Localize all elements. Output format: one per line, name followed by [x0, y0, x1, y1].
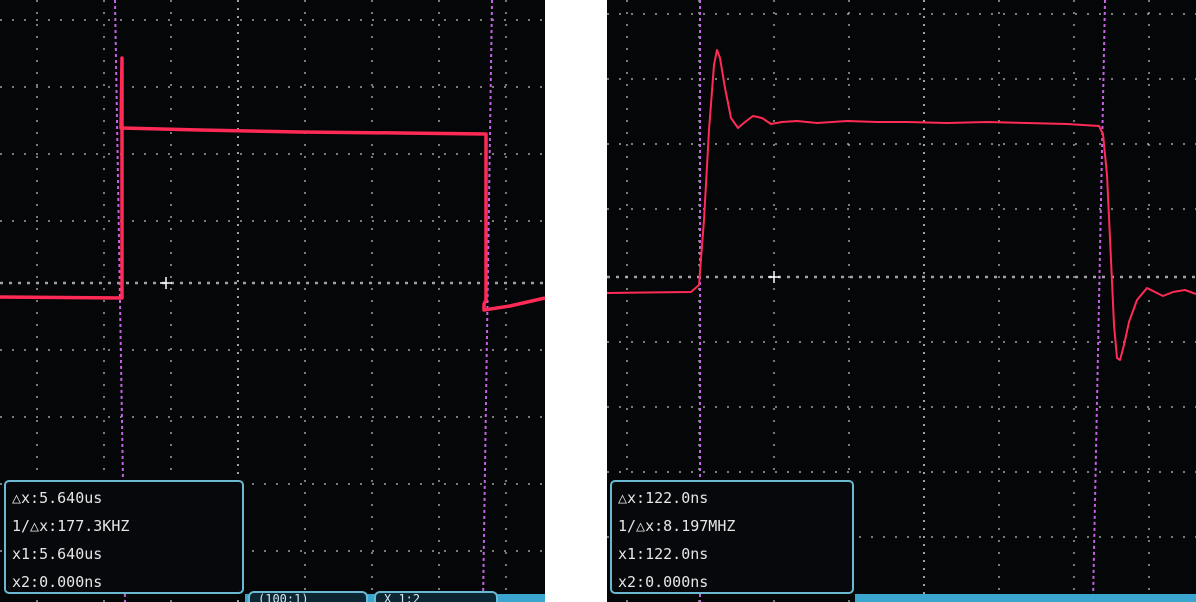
cursor-readout-panel-right: △x:122.0ns 1/△x:8.197MHZ x1:122.0ns x2:0… [610, 480, 854, 594]
x1-readout: x1:5.640us [12, 545, 103, 563]
probe-ratio-tab[interactable]: (100:1) [248, 591, 368, 602]
x2-readout: x2:0.000ns [618, 573, 709, 591]
delta-x-readout: △x:5.640us [12, 489, 103, 507]
scope-screen-right: △x:122.0ns 1/△x:8.197MHZ x1:122.0ns x2:0… [607, 0, 1196, 602]
waveform-trace-right [607, 49, 1196, 361]
waveform-trace-left [0, 56, 545, 312]
center-crosshair-right [768, 271, 780, 283]
scale-tab[interactable]: X 1:2 [374, 591, 498, 602]
center-crosshair-left [160, 277, 172, 289]
x2-readout: x2:0.000ns [12, 573, 103, 591]
delta-x-readout: △x:122.0ns [618, 489, 709, 507]
status-bar-right [855, 594, 1196, 602]
x1-readout: x1:122.0ns [618, 545, 709, 563]
cursor-readout-panel-left: △x:5.640us 1/△x:177.3KHZ x1:5.640us x2:0… [4, 480, 244, 594]
probe-ratio-label: (100:1) [258, 592, 309, 602]
inverse-delta-x-readout: 1/△x:177.3KHZ [12, 517, 130, 535]
inverse-delta-x-readout: 1/△x:8.197MHZ [618, 517, 736, 535]
cursor-x2-right [1092, 0, 1106, 602]
scope-plot-left [0, 0, 545, 602]
scope-screen-left: △x:5.640us 1/△x:177.3KHZ x1:5.640us x2:0… [0, 0, 545, 602]
graticule-left [0, 0, 545, 602]
cursor-x2-left [482, 0, 493, 602]
cursor-x1-left [114, 0, 126, 602]
scale-label: X 1:2 [384, 592, 421, 602]
scope-plot-right [607, 0, 1196, 602]
